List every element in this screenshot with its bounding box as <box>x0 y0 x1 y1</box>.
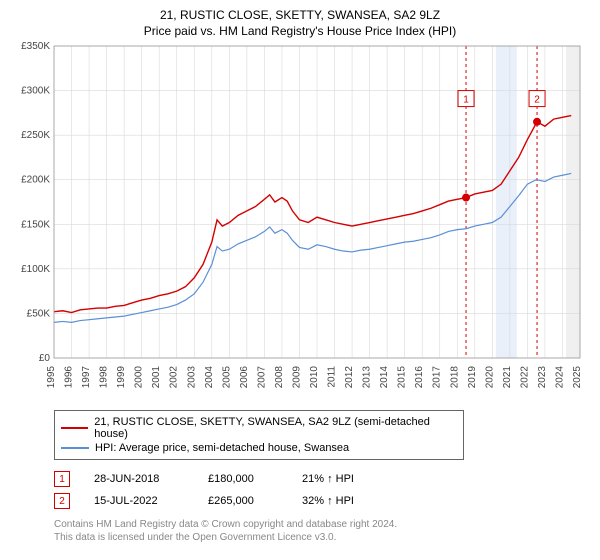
svg-text:2019: 2019 <box>467 366 478 389</box>
legend-label: HPI: Average price, semi-detached house,… <box>95 442 349 454</box>
svg-text:2002: 2002 <box>169 366 180 389</box>
svg-text:£350K: £350K <box>21 42 50 52</box>
licence-line-1: Contains HM Land Registry data © Crown c… <box>54 518 590 531</box>
svg-text:£200K: £200K <box>21 175 50 186</box>
svg-text:2017: 2017 <box>432 366 443 389</box>
svg-text:2006: 2006 <box>239 366 250 389</box>
svg-text:2009: 2009 <box>291 366 302 389</box>
svg-text:2000: 2000 <box>134 366 145 389</box>
licence-line-2: This data is licensed under the Open Gov… <box>54 531 590 544</box>
sales-table: 1 28-JUN-2018 £180,000 21% ↑ HPI 2 15-JUL-202… <box>54 468 590 512</box>
svg-text:2004: 2004 <box>204 366 215 389</box>
legend: 21, RUSTIC CLOSE, SKETTY, SWANSEA, SA2 9… <box>54 410 464 460</box>
sale-row: 2 15-JUL-2022 £265,000 32% ↑ HPI <box>54 490 590 512</box>
svg-text:£150K: £150K <box>21 219 50 230</box>
sale-price: £180,000 <box>208 473 278 485</box>
svg-text:2008: 2008 <box>274 366 285 389</box>
svg-text:1995: 1995 <box>46 366 57 389</box>
svg-text:£100K: £100K <box>21 264 50 275</box>
sale-date: 15-JUL-2022 <box>94 495 184 507</box>
sale-delta: 32% ↑ HPI <box>302 495 354 507</box>
svg-text:2013: 2013 <box>362 366 373 389</box>
sale-date: 28-JUN-2018 <box>94 473 184 485</box>
legend-item: HPI: Average price, semi-detached house,… <box>61 441 457 455</box>
svg-text:1997: 1997 <box>81 366 92 389</box>
svg-text:2021: 2021 <box>502 366 513 389</box>
svg-text:2001: 2001 <box>151 366 162 389</box>
legend-item: 21, RUSTIC CLOSE, SKETTY, SWANSEA, SA2 9… <box>61 415 457 441</box>
sale-marker-badge: 1 <box>54 471 70 487</box>
svg-text:2015: 2015 <box>397 366 408 389</box>
svg-text:2010: 2010 <box>309 366 320 389</box>
chart-container: 21, RUSTIC CLOSE, SKETTY, SWANSEA, SA2 9… <box>0 0 600 550</box>
svg-text:2018: 2018 <box>449 366 460 389</box>
legend-swatch <box>61 447 89 449</box>
chart-svg: £0 £50K £100K £150K £200K £250K £300K £350K 1995… <box>10 42 590 402</box>
sale-delta: 21% ↑ HPI <box>302 473 354 485</box>
svg-text:2003: 2003 <box>186 366 197 389</box>
svg-text:2011: 2011 <box>327 366 338 388</box>
svg-text:£0: £0 <box>39 353 51 364</box>
svg-text:1996: 1996 <box>64 366 75 389</box>
svg-text:£50K: £50K <box>27 308 51 319</box>
legend-swatch <box>61 427 88 429</box>
sale-marker-badge: 2 <box>54 493 70 509</box>
svg-text:£250K: £250K <box>21 130 50 141</box>
svg-text:2025: 2025 <box>572 366 583 389</box>
chart-title: 21, RUSTIC CLOSE, SKETTY, SWANSEA, SA2 9… <box>10 8 590 22</box>
plot-area: £0 £50K £100K £150K £200K £250K £300K £350K 1995… <box>10 42 590 402</box>
svg-text:2016: 2016 <box>414 366 425 389</box>
svg-text:2024: 2024 <box>554 366 565 389</box>
svg-text:2014: 2014 <box>379 366 390 389</box>
svg-text:1: 1 <box>463 95 469 106</box>
sale-row: 1 28-JUN-2018 £180,000 21% ↑ HPI <box>54 468 590 490</box>
sale-price: £265,000 <box>208 495 278 507</box>
svg-text:2023: 2023 <box>537 366 548 389</box>
chart-subtitle: Price paid vs. HM Land Registry's House … <box>10 24 590 38</box>
svg-text:2012: 2012 <box>344 366 355 389</box>
svg-text:2022: 2022 <box>519 366 530 389</box>
svg-text:1999: 1999 <box>116 366 127 389</box>
legend-label: 21, RUSTIC CLOSE, SKETTY, SWANSEA, SA2 9… <box>94 416 457 440</box>
svg-text:2005: 2005 <box>221 366 232 389</box>
svg-text:£300K: £300K <box>21 86 50 97</box>
svg-text:2007: 2007 <box>256 366 267 389</box>
svg-text:1998: 1998 <box>99 366 110 389</box>
svg-text:2: 2 <box>534 95 540 106</box>
licence-text: Contains HM Land Registry data © Crown c… <box>54 518 590 544</box>
svg-text:2020: 2020 <box>484 366 495 389</box>
